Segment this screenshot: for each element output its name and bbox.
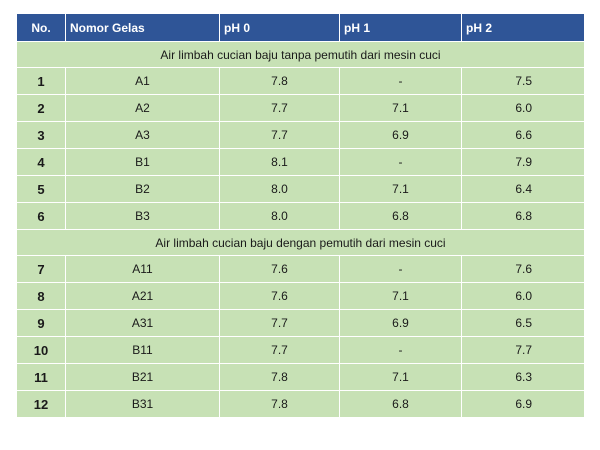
cell-ph1: 7.1	[339, 175, 462, 203]
cell-no: 7	[16, 255, 66, 283]
cell-gelas: B2	[65, 175, 220, 203]
table-header: No. Nomor Gelas pH 0 pH 1 pH 2	[16, 13, 585, 42]
header-ph2: pH 2	[461, 13, 585, 42]
section-row: Air limbah cucian baju dengan pemutih da…	[16, 229, 585, 256]
cell-ph1: 6.9	[339, 121, 462, 149]
table-row: 12 B31 7.8 6.8 6.9	[16, 390, 585, 418]
table-row: 8 A21 7.6 7.1 6.0	[16, 282, 585, 310]
cell-ph0: 7.7	[219, 94, 340, 122]
cell-ph0: 8.1	[219, 148, 340, 176]
header-no: No.	[16, 13, 66, 42]
cell-gelas: A2	[65, 94, 220, 122]
ph-table-container: No. Nomor Gelas pH 0 pH 1 pH 2 Air limba…	[16, 13, 585, 418]
cell-no: 1	[16, 67, 66, 95]
cell-ph2: 6.3	[461, 363, 585, 391]
cell-ph2: 6.4	[461, 175, 585, 203]
section-row: Air limbah cucian baju tanpa pemutih dar…	[16, 41, 585, 68]
cell-ph0: 7.7	[219, 309, 340, 337]
cell-ph0: 7.8	[219, 390, 340, 418]
cell-no: 12	[16, 390, 66, 418]
cell-ph2: 6.5	[461, 309, 585, 337]
cell-no: 5	[16, 175, 66, 203]
cell-gelas: A31	[65, 309, 220, 337]
cell-ph1: -	[339, 148, 462, 176]
section-title: Air limbah cucian baju dengan pemutih da…	[16, 229, 585, 256]
table-row: 9 A31 7.7 6.9 6.5	[16, 309, 585, 337]
header-ph1: pH 1	[339, 13, 462, 42]
table-row: 3 A3 7.7 6.9 6.6	[16, 121, 585, 149]
cell-gelas: B1	[65, 148, 220, 176]
table-row: 2 A2 7.7 7.1 6.0	[16, 94, 585, 122]
cell-no: 8	[16, 282, 66, 310]
header-ph0: pH 0	[219, 13, 340, 42]
cell-ph0: 7.6	[219, 282, 340, 310]
cell-ph0: 7.8	[219, 363, 340, 391]
header-row: No. Nomor Gelas pH 0 pH 1 pH 2	[16, 13, 585, 42]
cell-ph0: 7.7	[219, 121, 340, 149]
cell-ph2: 7.6	[461, 255, 585, 283]
cell-ph2: 7.9	[461, 148, 585, 176]
cell-ph1: -	[339, 255, 462, 283]
cell-gelas: A3	[65, 121, 220, 149]
cell-gelas: A11	[65, 255, 220, 283]
cell-gelas: A21	[65, 282, 220, 310]
cell-ph1: 7.1	[339, 363, 462, 391]
cell-no: 10	[16, 336, 66, 364]
cell-no: 9	[16, 309, 66, 337]
cell-ph0: 7.7	[219, 336, 340, 364]
cell-no: 6	[16, 202, 66, 230]
table-body: Air limbah cucian baju tanpa pemutih dar…	[16, 41, 585, 418]
cell-gelas: B21	[65, 363, 220, 391]
cell-no: 4	[16, 148, 66, 176]
table-row: 6 B3 8.0 6.8 6.8	[16, 202, 585, 230]
cell-no: 2	[16, 94, 66, 122]
cell-ph0: 7.6	[219, 255, 340, 283]
cell-no: 11	[16, 363, 66, 391]
section-title: Air limbah cucian baju tanpa pemutih dar…	[16, 41, 585, 68]
cell-ph2: 6.6	[461, 121, 585, 149]
table-row: 10 B11 7.7 - 7.7	[16, 336, 585, 364]
cell-ph1: -	[339, 67, 462, 95]
cell-ph0: 7.8	[219, 67, 340, 95]
cell-ph2: 6.0	[461, 282, 585, 310]
cell-ph1: 6.8	[339, 202, 462, 230]
table-row: 1 A1 7.8 - 7.5	[16, 67, 585, 95]
cell-gelas: B31	[65, 390, 220, 418]
cell-gelas: B3	[65, 202, 220, 230]
table-row: 7 A11 7.6 - 7.6	[16, 255, 585, 283]
table-row: 5 B2 8.0 7.1 6.4	[16, 175, 585, 203]
cell-ph1: 7.1	[339, 94, 462, 122]
ph-measurement-table: No. Nomor Gelas pH 0 pH 1 pH 2 Air limba…	[16, 13, 585, 418]
table-row: 11 B21 7.8 7.1 6.3	[16, 363, 585, 391]
cell-gelas: B11	[65, 336, 220, 364]
cell-ph0: 8.0	[219, 202, 340, 230]
cell-no: 3	[16, 121, 66, 149]
cell-ph1: 6.9	[339, 309, 462, 337]
cell-ph2: 6.8	[461, 202, 585, 230]
cell-ph2: 6.9	[461, 390, 585, 418]
cell-ph1: -	[339, 336, 462, 364]
cell-ph2: 6.0	[461, 94, 585, 122]
table-row: 4 B1 8.1 - 7.9	[16, 148, 585, 176]
cell-ph2: 7.7	[461, 336, 585, 364]
cell-ph1: 6.8	[339, 390, 462, 418]
cell-ph2: 7.5	[461, 67, 585, 95]
cell-gelas: A1	[65, 67, 220, 95]
cell-ph0: 8.0	[219, 175, 340, 203]
header-nomor-gelas: Nomor Gelas	[65, 13, 220, 42]
cell-ph1: 7.1	[339, 282, 462, 310]
